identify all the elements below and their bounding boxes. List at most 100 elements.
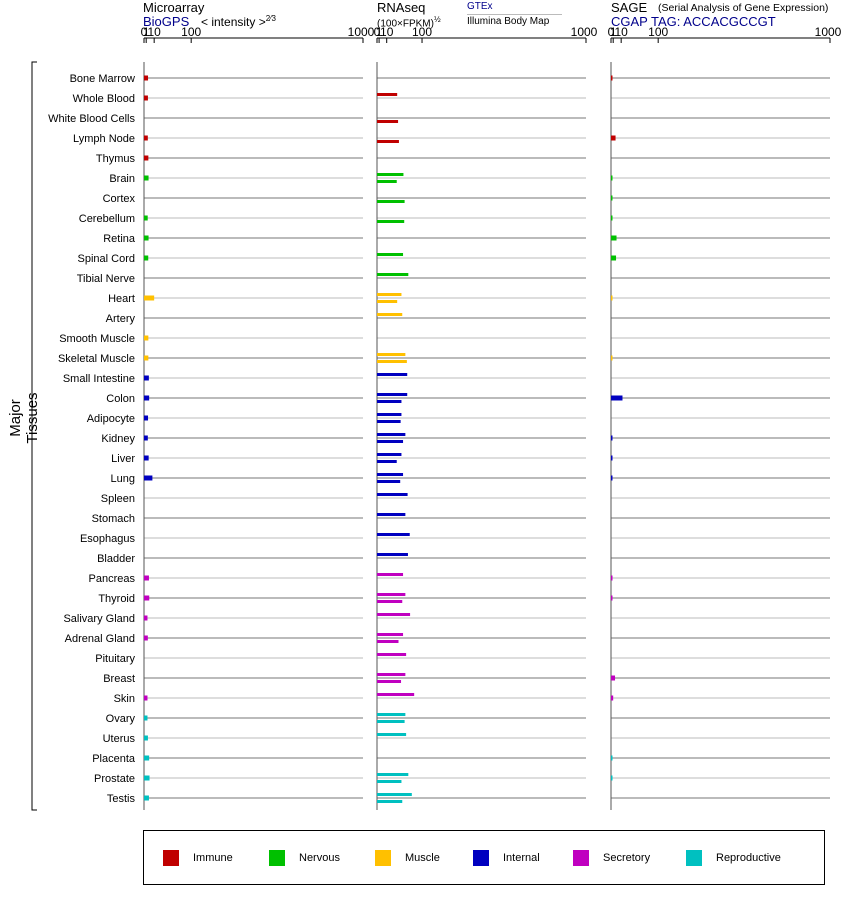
microarray-tick-label: 100 [181, 25, 201, 39]
tissue-label: Pituitary [95, 653, 135, 665]
tissue-label: Retina [103, 233, 136, 245]
tissue-label: Lung [111, 473, 135, 485]
rnaseq-ibm-bar [377, 460, 397, 463]
microarray-bar [144, 215, 148, 221]
y-bracket [31, 61, 37, 811]
tissue-label: Small Intestine [63, 373, 135, 385]
microarray-bar [144, 755, 150, 761]
intensity-text: < intensity > [201, 15, 266, 29]
rnaseq-ibm-bar [377, 640, 399, 643]
microarray-bar [144, 135, 148, 141]
tissue-label: Smooth Muscle [59, 333, 135, 345]
tissue-label: Spinal Cord [78, 253, 135, 265]
microarray-bar [144, 255, 149, 261]
rnaseq-ibm-bar [377, 800, 403, 803]
microarray-bar [144, 95, 148, 101]
microarray-bar [144, 635, 148, 641]
microarray-tick-label: 10 [147, 25, 161, 39]
sage-bar [611, 575, 613, 581]
microarray-source: BioGPS [143, 14, 190, 29]
microarray-bar [144, 395, 150, 401]
microarray-bar [144, 455, 149, 461]
intensity-exponent: 2⁄3 [265, 14, 276, 23]
fpkm-text: (100×FPKM) [377, 18, 434, 30]
rnaseq-ibm-bar [377, 140, 399, 143]
microarray-bar [144, 595, 150, 601]
rnaseq-gtex-bar [377, 473, 404, 476]
sage-bar [611, 395, 623, 401]
rnaseq-gtex-bar [377, 493, 408, 496]
rnaseq-ibm-bar [377, 440, 404, 443]
sage-bar [611, 755, 613, 761]
rnaseq-gtex-bar [377, 273, 409, 276]
rnaseq-gtex-bar [377, 633, 404, 636]
y-axis-label: Major Tissues [7, 392, 41, 444]
sage-bar [611, 235, 617, 241]
legend-label-reproductive: Reproductive [716, 852, 781, 864]
sage-bar [611, 595, 613, 601]
legend-item-immune: Immune [163, 850, 233, 866]
rnaseq-gtex-bar [377, 733, 407, 736]
sage-bar [611, 695, 614, 701]
tissue-label: Colon [106, 393, 135, 405]
tissue-label: Brain [109, 173, 135, 185]
rnaseq-tick-label: 1000 [571, 25, 598, 39]
microarray-bar [144, 155, 149, 161]
rnaseq-ibm-bar [377, 420, 401, 423]
sage-bar [611, 455, 613, 461]
rnaseq-units: (100×FPKM)½ [377, 15, 441, 29]
bars [144, 75, 623, 803]
rnaseq-gtex-bar [377, 673, 406, 676]
rnaseq-tick-label: 10 [380, 25, 394, 39]
rnaseq-gtex-bar [377, 533, 410, 536]
sage-bar [611, 475, 613, 481]
tissue-label: Whole Blood [73, 93, 135, 105]
legend-label-immune: Immune [193, 852, 233, 864]
rnaseq-gtex-bar [377, 173, 404, 176]
sage-bar [611, 355, 613, 361]
microarray-bar [144, 715, 148, 721]
rnaseq-tick-label: 1 [376, 25, 383, 39]
legend-swatch-immune [163, 850, 179, 866]
tissue-label: Cortex [103, 193, 136, 205]
rnaseq-ibm-bar [377, 200, 405, 203]
tissue-label: Skin [114, 693, 135, 705]
legend-swatch-reproductive [686, 850, 702, 866]
grid-lines [144, 77, 830, 799]
rnaseq-ibm-bar [377, 300, 398, 303]
sage-tick-label: 100 [648, 25, 668, 39]
tissue-label: Bone Marrow [70, 73, 135, 85]
legend-swatch-internal [473, 850, 489, 866]
rnaseq-ibm-bar [377, 220, 405, 223]
sage-tick-label: 10 [614, 25, 628, 39]
rnaseq-ibm-bar [377, 480, 401, 483]
sage-bar [611, 175, 613, 181]
rnaseq-ibm-bar [377, 120, 399, 123]
rnaseq-gtex-bar [377, 393, 408, 396]
rnaseq-ibm-bar [377, 400, 402, 403]
rnaseq-gtex-bar [377, 693, 415, 696]
sage-bar [611, 255, 617, 261]
microarray-tick-label: 1000 [348, 25, 375, 39]
legend-swatch-nervous [269, 850, 285, 866]
tissue-label: Heart [108, 293, 135, 305]
ibm-label: Illumina Body Map [467, 16, 550, 27]
sage-tag: CGAP TAG: ACCACGCCGT [611, 14, 776, 29]
microarray-bar [144, 375, 149, 381]
tissue-label: Esophagus [80, 533, 136, 545]
rnaseq-gtex-bar [377, 653, 407, 656]
tissue-label: Salivary Gland [63, 613, 135, 625]
microarray-bar [144, 335, 149, 341]
tissue-label: Placenta [92, 753, 136, 765]
rnaseq-ibm-bar [377, 600, 403, 603]
tissue-label: Stomach [92, 513, 135, 525]
tissue-label: Lymph Node [73, 133, 135, 145]
tissue-label: Adipocyte [87, 413, 135, 425]
microarray-bar [144, 695, 148, 701]
rnaseq-gtex-bar [377, 593, 406, 596]
rnaseq-ibm-bar [377, 720, 405, 723]
rnaseq-ibm-bar [377, 360, 407, 363]
tissue-label: Spleen [101, 493, 135, 505]
